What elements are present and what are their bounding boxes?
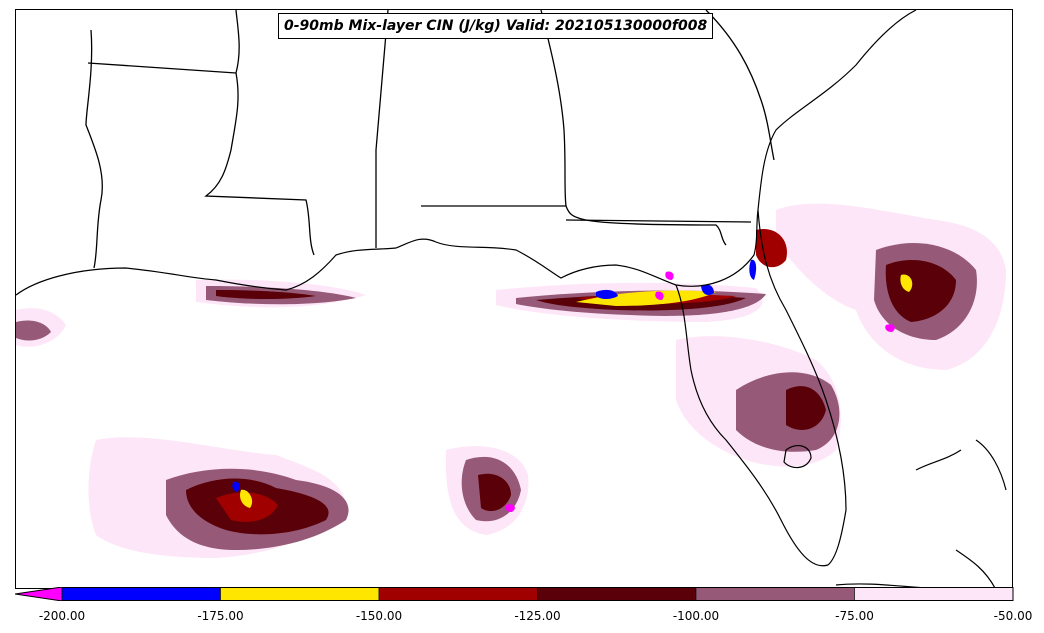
cin-area-dark-maroon xyxy=(478,473,511,512)
border-tx-la xyxy=(85,29,103,269)
cin-area-magenta xyxy=(885,324,895,332)
florida-coastline-east xyxy=(757,209,847,566)
colorbar-segment xyxy=(695,587,855,601)
cin-area-magenta xyxy=(655,291,664,300)
cin-area-mauve xyxy=(16,320,51,341)
colorbar-segment xyxy=(61,587,221,601)
colorbar-segment xyxy=(378,587,538,601)
colorbar-tick-label: -175.00 xyxy=(197,609,244,623)
colorbar-segment xyxy=(854,587,1014,601)
border-al-ga xyxy=(540,10,567,207)
florida-coastline-west xyxy=(675,284,829,567)
colorbar-tick-label: -125.00 xyxy=(514,609,561,623)
cin-area-magenta xyxy=(665,271,674,280)
colorbar-extend-min xyxy=(15,587,63,601)
border-ms-al xyxy=(375,10,389,248)
cin-area-blue xyxy=(596,289,618,299)
colorbar-tick-label: -75.00 xyxy=(835,609,874,623)
border-ar-ms xyxy=(235,10,240,74)
gulf-coastline xyxy=(16,209,759,296)
colorbar xyxy=(15,587,1014,601)
border-al-fl xyxy=(421,205,727,246)
colorbar-tick-label: -100.00 xyxy=(672,609,720,623)
border-ga-sc xyxy=(705,10,775,161)
cin-area-magenta xyxy=(505,504,515,512)
state-borders xyxy=(85,10,775,269)
atlantic-coastline xyxy=(757,10,917,211)
coastlines xyxy=(16,10,1007,588)
colorbar-tick-label: -150.00 xyxy=(355,609,403,623)
colorbar-segment xyxy=(537,587,697,601)
colorbar-outline xyxy=(61,587,1014,601)
map-canvas xyxy=(16,10,1007,588)
cin-area-yellow xyxy=(900,274,913,292)
cin-area-dark-maroon xyxy=(786,386,826,430)
cin-area-yellow xyxy=(576,290,716,306)
cin-area-blue xyxy=(701,284,714,295)
bahamas-islands xyxy=(915,439,1007,588)
border-ga-fl xyxy=(565,219,752,223)
cin-area-yellow xyxy=(240,489,253,508)
cin-area-blue xyxy=(749,259,757,280)
border-ar-la xyxy=(87,62,237,74)
cin-area-blue xyxy=(232,481,240,492)
border-ms-la xyxy=(204,72,315,256)
colorbar-tick-label: -200.00 xyxy=(38,609,86,623)
colorbar-tick-label: -50.00 xyxy=(993,609,1033,623)
cin-area-dark-maroon xyxy=(216,290,316,299)
map-frame xyxy=(15,9,1013,589)
cin-area-red xyxy=(216,492,278,522)
colorbar-segments xyxy=(61,587,1014,601)
lake-okeechobee xyxy=(783,444,812,469)
cin-area-red xyxy=(756,229,787,268)
cin-field xyxy=(16,203,1006,558)
colorbar-segment xyxy=(220,587,380,601)
map-title: 0-90mb Mix-layer CIN (J/kg) Valid: 20210… xyxy=(278,13,714,39)
